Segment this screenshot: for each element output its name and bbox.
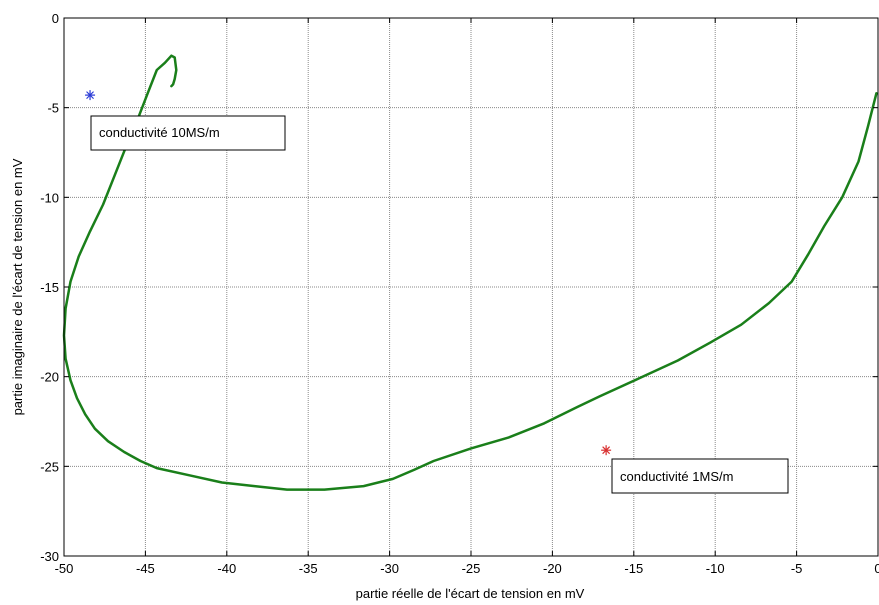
annotation-1ms-text: conductivité 1MS/m bbox=[620, 469, 733, 484]
y-tick-label: -5 bbox=[47, 101, 59, 116]
star-marker bbox=[601, 445, 612, 456]
series-line bbox=[62, 54, 878, 491]
axis-ticks: -50 -45 -40 -35 -30 -25 -20 -15 -10 -5 00-5-10-15-… bbox=[40, 11, 879, 576]
x-tick-label: -20 bbox=[543, 561, 562, 576]
y-tick-label: 0 bbox=[52, 11, 59, 26]
x-tick-label: 0 bbox=[874, 561, 879, 576]
x-tick-label: -40 bbox=[217, 561, 236, 576]
annotation-10ms-box bbox=[90, 115, 286, 151]
x-tick-label: -50 bbox=[55, 561, 74, 576]
x-tick-label: -15 bbox=[624, 561, 643, 576]
markers-layer bbox=[85, 90, 612, 456]
series-layer bbox=[62, 54, 878, 491]
annotation-10ms-text: conductivité 10MS/m bbox=[99, 125, 220, 140]
annotation-1ms: conductivité 1MS/m bbox=[611, 458, 789, 494]
star-marker-stroke bbox=[602, 446, 611, 455]
x-tick-label: -25 bbox=[462, 561, 481, 576]
x-tick-label: -35 bbox=[299, 561, 318, 576]
x-tick-label: -45 bbox=[136, 561, 155, 576]
x-tick-label: -30 bbox=[380, 561, 399, 576]
x-tick-label: -10 bbox=[706, 561, 725, 576]
y-tick-label: -20 bbox=[40, 370, 59, 385]
star-marker-stroke bbox=[86, 91, 94, 100]
x-tick-label: -5 bbox=[791, 561, 803, 576]
y-tick-label: -15 bbox=[40, 280, 59, 295]
annotation-1ms-box bbox=[611, 458, 789, 494]
annotation-10ms: conductivité 10MS/m bbox=[90, 115, 286, 151]
y-axis-label: partie imaginaire de l'écart de tension … bbox=[10, 158, 25, 415]
y-tick-label: -25 bbox=[40, 459, 59, 474]
x-axis-label: partie réelle de l'écart de tension en m… bbox=[356, 586, 585, 601]
y-tick-label: -10 bbox=[40, 190, 59, 205]
star-marker bbox=[85, 90, 96, 101]
y-tick-label: -30 bbox=[40, 549, 59, 564]
